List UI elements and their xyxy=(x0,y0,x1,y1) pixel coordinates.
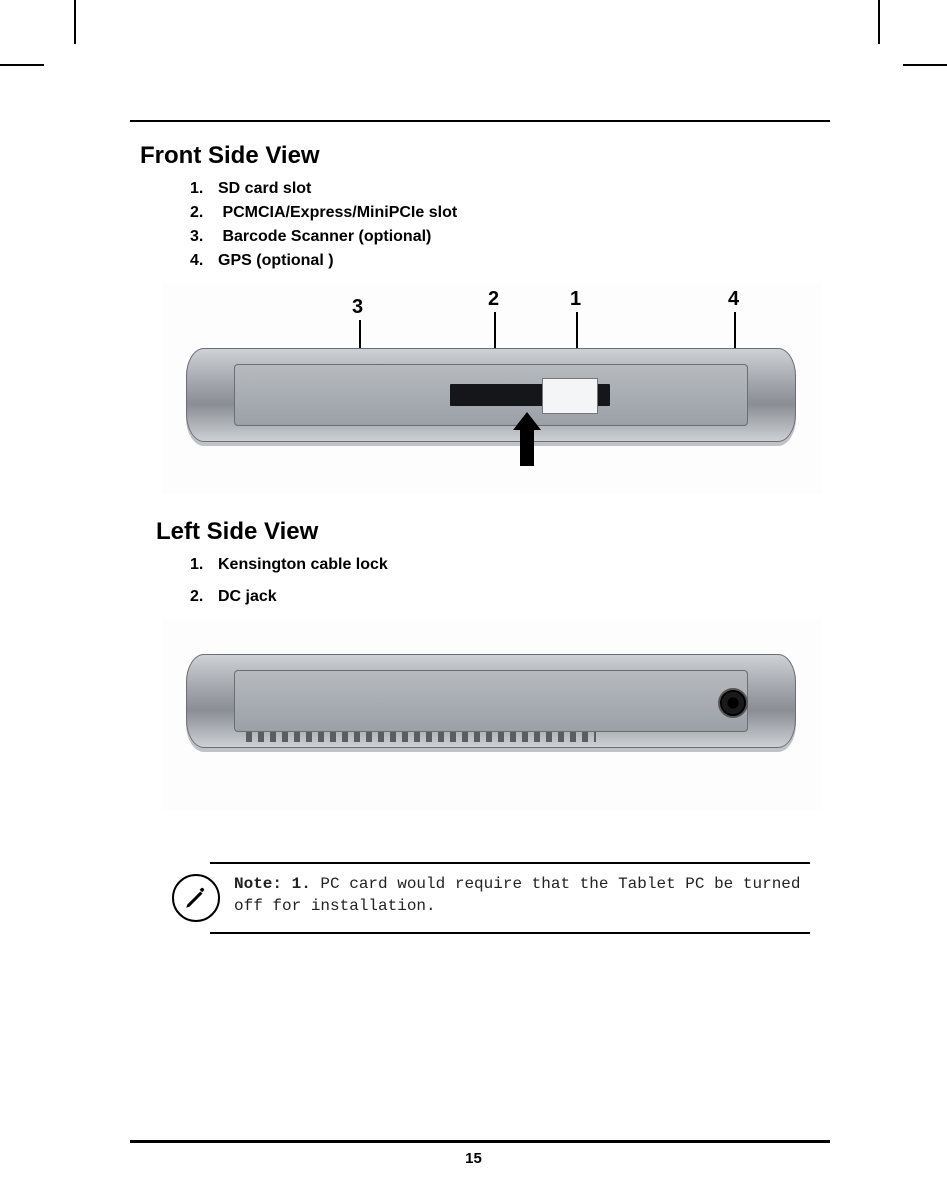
item-number: 1. xyxy=(190,180,218,198)
item-number: 2. xyxy=(190,588,218,606)
sd-slot xyxy=(542,378,598,414)
item-label: Kensington cable lock xyxy=(218,556,388,573)
item-number: 1. xyxy=(190,556,218,574)
note-block: Note: 1. PC card would require that the … xyxy=(172,874,812,922)
vent xyxy=(246,732,596,742)
left-parts-list: 1.Kensington cable lock 2.DC jack xyxy=(190,556,830,606)
callout-2: 2 xyxy=(488,288,499,311)
footer-rule xyxy=(130,1140,830,1143)
list-item: 2. PCMCIA/Express/MiniPCIe slot xyxy=(190,204,830,222)
crop-mark xyxy=(903,64,947,66)
section-title-left: Left Side View xyxy=(156,518,830,546)
left-figure xyxy=(162,620,822,810)
page: Front Side View 1.SD card slot 2. PCMCIA… xyxy=(0,0,947,1197)
dc-jack xyxy=(718,688,748,718)
note-body: PC card would require that the Tablet PC… xyxy=(234,875,801,915)
list-item: 4.GPS (optional ) xyxy=(190,252,830,270)
device-left xyxy=(186,654,796,748)
device-front xyxy=(186,348,796,442)
item-number: 4. xyxy=(190,252,218,270)
item-label: SD card slot xyxy=(218,180,311,197)
front-parts-list: 1.SD card slot 2. PCMCIA/Express/MiniPCI… xyxy=(190,180,830,270)
note-text: Note: 1. PC card would require that the … xyxy=(234,874,812,917)
item-number: 3. xyxy=(190,228,218,246)
list-item: 1.Kensington cable lock xyxy=(190,556,830,574)
item-label: DC jack xyxy=(218,588,277,605)
note-rule-bottom xyxy=(210,932,810,934)
item-number: 2. xyxy=(190,204,218,222)
crop-mark xyxy=(0,64,44,66)
list-item: 3. Barcode Scanner (optional) xyxy=(190,228,830,246)
crop-mark xyxy=(74,0,76,44)
device-face xyxy=(234,670,748,732)
section-title-front: Front Side View xyxy=(140,142,830,170)
callout-4: 4 xyxy=(728,288,739,311)
list-item: 2.DC jack xyxy=(190,588,830,606)
arrow-up-icon xyxy=(520,426,534,466)
callout-3: 3 xyxy=(352,296,363,319)
note-bold: Note: 1. xyxy=(234,875,311,893)
front-figure: 3 2 1 4 xyxy=(162,284,822,494)
callout-1: 1 xyxy=(570,288,581,311)
page-number: 15 xyxy=(0,1150,947,1167)
pen-icon xyxy=(172,874,220,922)
item-label: GPS (optional ) xyxy=(218,252,334,269)
crop-mark xyxy=(878,0,880,44)
note-rule-top xyxy=(210,862,810,864)
content-area: Front Side View 1.SD card slot 2. PCMCIA… xyxy=(130,120,830,934)
item-label: PCMCIA/Express/MiniPCIe slot xyxy=(218,204,457,221)
item-label: Barcode Scanner (optional) xyxy=(218,228,431,245)
header-rule xyxy=(130,120,830,122)
list-item: 1.SD card slot xyxy=(190,180,830,198)
